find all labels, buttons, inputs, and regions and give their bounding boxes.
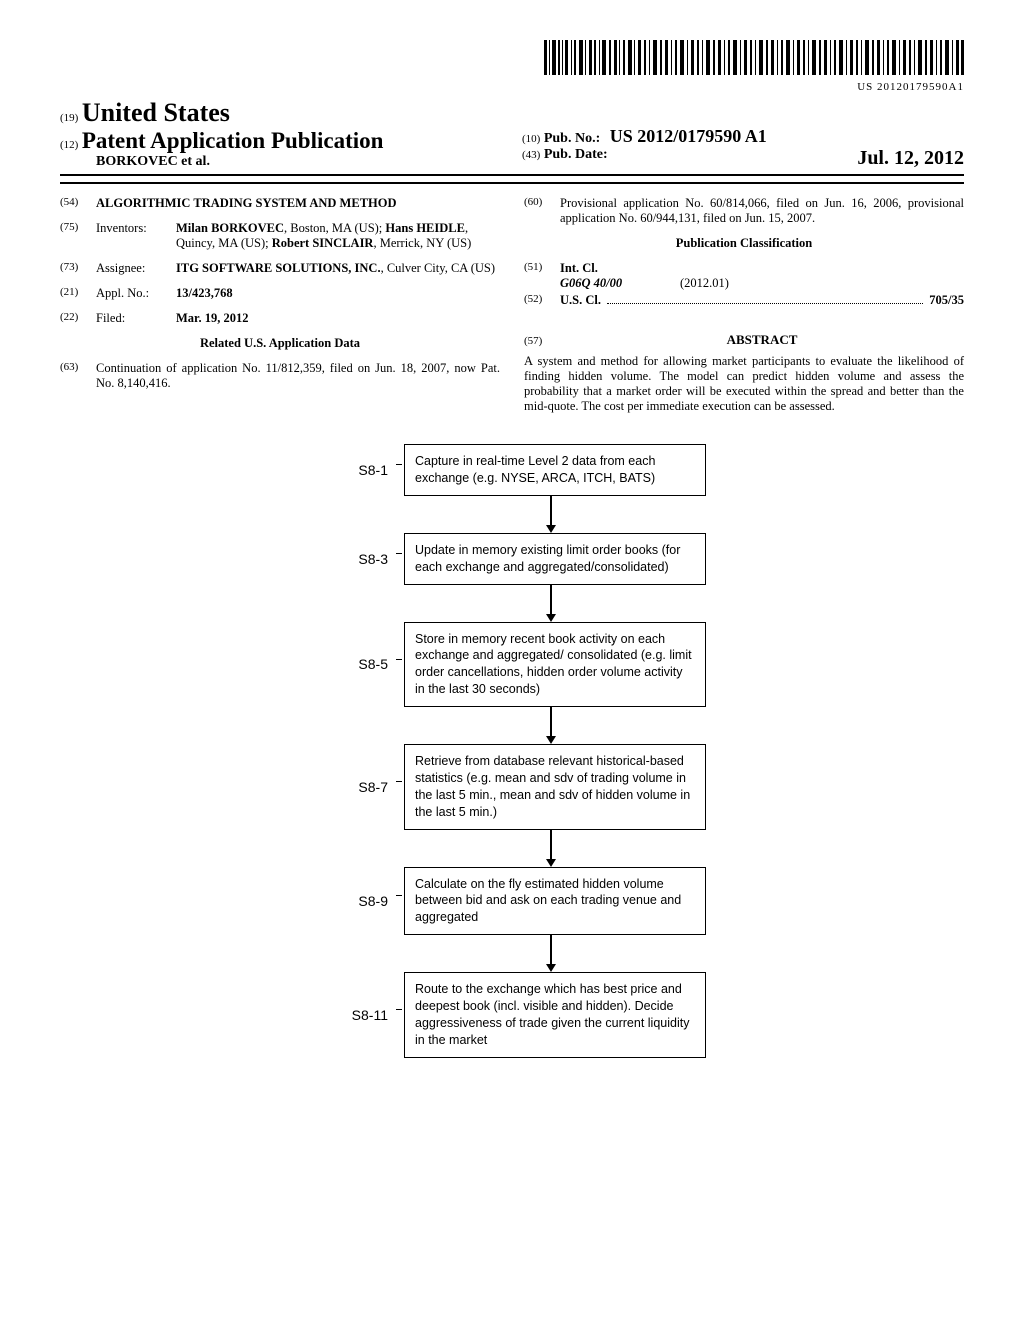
abstract-text: A system and method for allowing market … [524, 354, 964, 414]
flow-step-box: Store in memory recent book activity on … [404, 622, 706, 708]
flow-step: S8-9 Calculate on the fly estimated hidde… [318, 867, 706, 936]
flow-step-label: S8-11 [318, 1007, 396, 1023]
pubno-value: US 2012/0179590 A1 [604, 126, 767, 146]
barcode-region: US 20120179590A1 [60, 40, 964, 93]
cont-code: (63) [60, 361, 96, 373]
pubno-code: (10) [522, 133, 540, 145]
inventor-3-rest: , Merrick, NY (US) [373, 236, 471, 250]
flow-arrow [546, 935, 556, 972]
applno-code: (21) [60, 286, 96, 298]
right-column: (60) Provisional application No. 60/814,… [524, 196, 964, 414]
assignee-name: ITG SOFTWARE SOLUTIONS, INC. [176, 261, 381, 275]
header: (19) United States (12) Patent Applicati… [60, 98, 964, 176]
flow-step-box: Retrieve from database relevant historic… [404, 744, 706, 830]
inventor-2-name: Hans HEIDLE [385, 221, 465, 235]
related-title: Related U.S. Application Data [60, 336, 500, 351]
flow-step-box: Route to the exchange which has best pri… [404, 972, 706, 1058]
flow-connector [396, 1009, 402, 1020]
inventors-value: Milan BORKOVEC, Boston, MA (US); Hans HE… [176, 221, 500, 251]
applno-value: 13/423,768 [176, 286, 500, 301]
inventors-label: Inventors: [96, 221, 176, 236]
authors-line: BORKOVEC et al. [96, 154, 210, 169]
flow-arrow [546, 496, 556, 533]
filed-code: (22) [60, 311, 96, 323]
flow-step-label: S8-9 [318, 893, 396, 909]
pubclass-title: Publication Classification [524, 236, 964, 251]
intcl-code: (51) [524, 261, 560, 273]
assignee-rest: , Culver City, CA (US) [381, 261, 495, 275]
flow-step: S8-3 Update in memory existing limit orde… [318, 533, 706, 585]
flow-connector [396, 659, 402, 670]
flow-arrow [546, 830, 556, 867]
flow-connector [396, 781, 402, 792]
cont-text: Continuation of application No. 11/812,3… [96, 361, 500, 391]
barcode-icon [544, 40, 964, 75]
pub-type: Patent Application Publication [82, 128, 384, 153]
assignee-label: Assignee: [96, 261, 176, 276]
inventor-1-name: Milan BORKOVEC [176, 221, 284, 235]
flow-step-label: S8-1 [318, 462, 396, 478]
invention-title: ALGORITHMIC TRADING SYSTEM AND METHOD [96, 196, 500, 211]
uscl-value: 705/35 [929, 293, 964, 308]
abstract-label: ABSTRACT [560, 332, 964, 348]
flow-step: S8-7 Retrieve from database relevant hist… [318, 744, 706, 830]
header-divider [60, 182, 964, 184]
flow-arrow [546, 585, 556, 622]
pubdate-label: Pub. Date: [544, 147, 608, 162]
flow-arrow [546, 707, 556, 744]
flow-connector [396, 553, 402, 564]
flow-connector [396, 464, 402, 475]
uscl-code: (52) [524, 293, 560, 305]
flow-step: S8-5 Store in memory recent book activity… [318, 622, 706, 708]
pubdate-value: Jul. 12, 2012 [857, 147, 964, 170]
flow-step-box: Update in memory existing limit order bo… [404, 533, 706, 585]
filed-value: Mar. 19, 2012 [176, 311, 500, 326]
flow-step-box: Calculate on the fly estimated hidden vo… [404, 867, 706, 936]
assignee-code: (73) [60, 261, 96, 273]
country: United States [82, 98, 230, 127]
uscl-label: U.S. Cl. [560, 293, 601, 308]
inventors-code: (75) [60, 221, 96, 233]
flow-step-label: S8-7 [318, 779, 396, 795]
flow-step-box: Capture in real-time Level 2 data from e… [404, 444, 706, 496]
assignee-value: ITG SOFTWARE SOLUTIONS, INC., Culver Cit… [176, 261, 500, 276]
abstract-code: (57) [524, 335, 560, 347]
pubno-label: Pub. No.: [544, 131, 600, 146]
pubdate-code: (43) [522, 149, 540, 161]
flow-step-label: S8-3 [318, 551, 396, 567]
applno-label: Appl. No.: [96, 286, 176, 301]
flow-step: S8-11 Route to the exchange which has bes… [318, 972, 706, 1058]
pub-type-code: (12) [60, 139, 78, 151]
uscl-dots [607, 289, 923, 304]
intcl-label: Int. Cl. [560, 261, 964, 276]
title-code: (54) [60, 196, 96, 208]
filed-label: Filed: [96, 311, 176, 326]
inventor-3-name: Robert SINCLAIR [272, 236, 374, 250]
prov-code: (60) [524, 196, 560, 208]
left-column: (54) ALGORITHMIC TRADING SYSTEM AND METH… [60, 196, 500, 414]
country-code: (19) [60, 112, 78, 124]
flow-connector [396, 895, 402, 906]
flowchart: S8-1 Capture in real-time Level 2 data fr… [60, 444, 964, 1058]
flow-step: S8-1 Capture in real-time Level 2 data fr… [318, 444, 706, 496]
prov-text: Provisional application No. 60/814,066, … [560, 196, 964, 226]
flow-step-label: S8-5 [318, 656, 396, 672]
biblio-columns: (54) ALGORITHMIC TRADING SYSTEM AND METH… [60, 196, 964, 414]
barcode-text: US 20120179590A1 [60, 81, 964, 93]
inventor-1-rest: , Boston, MA (US); [284, 221, 385, 235]
